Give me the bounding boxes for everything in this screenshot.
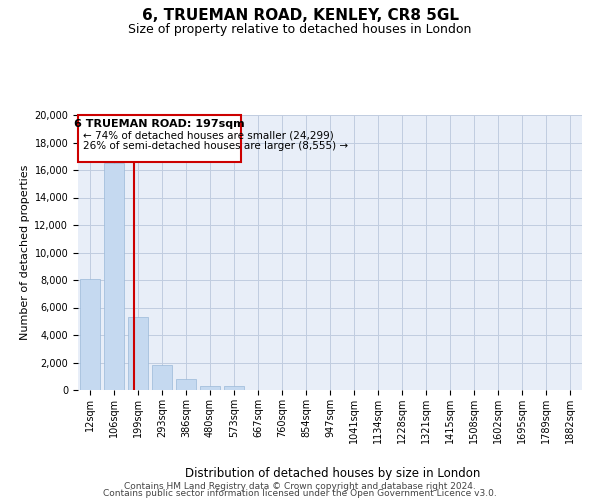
Y-axis label: Number of detached properties: Number of detached properties <box>20 165 30 340</box>
Bar <box>224 386 244 390</box>
Bar <box>152 365 172 390</box>
Text: Contains HM Land Registry data © Crown copyright and database right 2024.: Contains HM Land Registry data © Crown c… <box>124 482 476 491</box>
Text: Contains public sector information licensed under the Open Government Licence v3: Contains public sector information licen… <box>103 489 497 498</box>
Text: 26% of semi-detached houses are larger (8,555) →: 26% of semi-detached houses are larger (… <box>83 141 348 151</box>
Text: 6 TRUEMAN ROAD: 197sqm: 6 TRUEMAN ROAD: 197sqm <box>74 119 245 129</box>
Bar <box>200 386 220 390</box>
Text: Size of property relative to detached houses in London: Size of property relative to detached ho… <box>128 22 472 36</box>
Text: 6, TRUEMAN ROAD, KENLEY, CR8 5GL: 6, TRUEMAN ROAD, KENLEY, CR8 5GL <box>142 8 458 22</box>
Text: Distribution of detached houses by size in London: Distribution of detached houses by size … <box>185 467 481 480</box>
Bar <box>80 278 100 390</box>
Text: ← 74% of detached houses are smaller (24,299): ← 74% of detached houses are smaller (24… <box>83 130 334 140</box>
Bar <box>104 163 124 390</box>
Bar <box>176 379 196 390</box>
Bar <box>128 317 148 390</box>
